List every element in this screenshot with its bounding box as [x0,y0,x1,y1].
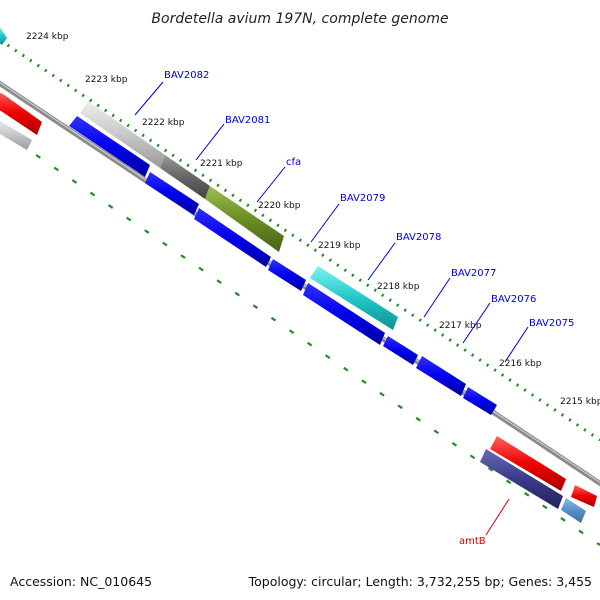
gene-label-cfa[interactable]: cfa [286,157,301,168]
callout-line-BAV2076 [462,302,491,344]
gene-block-reverse-2 [145,172,199,215]
rrna-feature-right-1 [490,436,566,491]
rrna-feature-right-2 [571,485,597,507]
callout-line-cfa [256,166,286,203]
callout-line-BAV2078 [367,242,396,281]
gene-block-reverse-1 [69,116,150,177]
callout-line-BAV2082 [134,81,164,116]
gene-label-BAV2077[interactable]: BAV2077 [451,268,496,279]
tick-label-2220: 2220 kbp [258,201,301,211]
callout-line-BAV2079 [310,203,340,243]
gene-block-BAV2076 [416,356,466,396]
other-feature-right [561,498,586,523]
gene-label-BAV2079[interactable]: BAV2079 [340,193,385,204]
accession-text: Accession: NC_010645 [10,574,153,589]
gene-block-BAV2082 [80,101,165,168]
rrna-feature-left [0,92,42,135]
gene-label-amtB[interactable]: amtB [459,536,486,547]
outer-scale-ring [0,38,600,442]
tick-label-2221: 2221 kbp [200,159,243,169]
tick-label-2219: 2219 kbp [318,241,361,251]
map-title: Bordetella avium 197N, complete genome [151,11,448,27]
gene-label-BAV2075[interactable]: BAV2075 [529,318,574,329]
gene-block-reverse-4 [268,259,306,291]
tick-label-2223: 2223 kbp [85,75,128,85]
tick-label-2215: 2215 kbp [560,397,600,407]
tick-label-2224: 2224 kbp [26,32,69,42]
grey-feature-left [0,120,32,150]
tick-label-2216: 2216 kbp [499,359,542,369]
inner-scale-ring [0,129,600,546]
gene-block-reverse-3 [194,208,271,267]
callout-line-amtB [485,498,510,536]
gene-label-BAV2078[interactable]: BAV2078 [396,232,441,243]
gene-block-BAV2075 [463,387,497,415]
topology-text: Topology: circular; Length: 3,732,255 bp… [248,574,592,589]
callout-line-BAV2075 [504,326,529,363]
gene-block-BAV2077 [383,336,418,365]
callout-line-BAV2081 [195,123,225,161]
gene-label-BAV2076[interactable]: BAV2076 [491,294,536,305]
gene-block-BAV2079 [310,266,398,330]
tick-label-2218: 2218 kbp [377,282,420,292]
gene-block-amtB [480,449,563,509]
callout-line-BAV2077 [423,277,451,318]
tick-label-2222: 2222 kbp [142,118,185,128]
tick-label-2217: 2217 kbp [439,321,482,331]
gene-block-BAV2078 [303,283,385,345]
gene-label-BAV2081[interactable]: BAV2081 [225,115,270,126]
gene-label-BAV2082[interactable]: BAV2082 [164,70,209,81]
gene-block-BAV2081 [160,155,210,199]
trna-feature-top-left [0,27,7,45]
gene-block-cfa [205,186,284,252]
